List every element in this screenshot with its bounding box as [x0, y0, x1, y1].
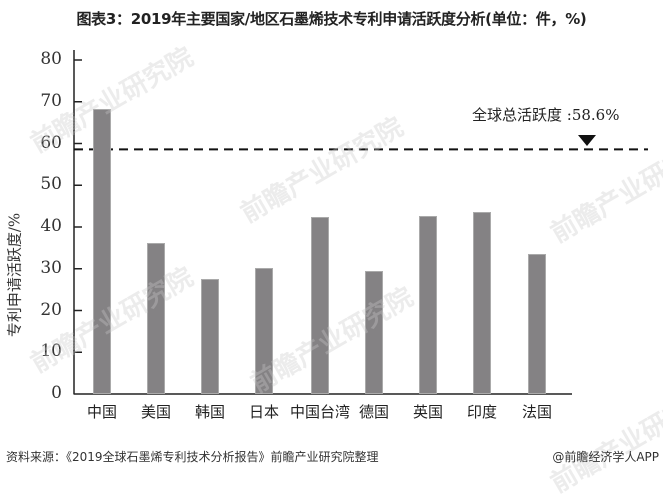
- x-tick-label: 韩国: [194, 403, 226, 421]
- x-tick-label: 德国: [358, 403, 390, 421]
- x-tick-label: 法国: [521, 403, 553, 421]
- credit-note: @前瞻经济学人APP: [552, 450, 659, 464]
- bar: [311, 217, 329, 394]
- x-tick-label: 日本: [248, 403, 280, 421]
- bar: [147, 242, 165, 394]
- chart-title: 图表3：2019年主要国家/地区石墨烯技术专利申请活跃度分析(单位：件，%): [76, 10, 587, 28]
- bar: [93, 108, 111, 394]
- bar: [528, 254, 546, 394]
- y-tick-label: 0: [51, 383, 62, 403]
- source-note: 资料来源：《2019全球石墨烯专利技术分析报告》前瞻产业研究院整理: [6, 450, 379, 464]
- y-tick-label: 50: [40, 174, 62, 195]
- x-tick-label: 中国: [86, 403, 118, 421]
- bar: [365, 270, 383, 394]
- x-tick-label: 美国: [140, 403, 172, 421]
- y-tick-label: 10: [40, 341, 62, 362]
- y-tick-label: 20: [40, 299, 62, 320]
- bar-chart: 专利申请活跃度/% 0 10 20 30 40 50 60 70 80 中国 美国 韩国 日本 中国台湾…: [5, 49, 648, 421]
- x-tick-label: 英国: [412, 403, 444, 421]
- bar: [473, 212, 491, 394]
- bar: [419, 216, 437, 394]
- reference-line-label: 全球总活跃度 :58.6%: [472, 106, 620, 124]
- bar: [201, 279, 219, 394]
- y-tick-label: 60: [40, 132, 62, 153]
- y-tick-label: 30: [40, 257, 62, 278]
- plot-area: [73, 50, 648, 395]
- y-tick-label: 80: [40, 49, 62, 69]
- bar: [255, 267, 273, 394]
- y-tick-label: 40: [40, 216, 62, 236]
- triangle-marker-icon: [578, 135, 596, 146]
- x-tick-label: 中国台湾: [289, 403, 351, 421]
- y-tick-label: 70: [40, 90, 62, 111]
- y-axis-label: 专利申请活跃度/%: [5, 212, 24, 338]
- x-tick-label: 印度: [466, 403, 498, 421]
